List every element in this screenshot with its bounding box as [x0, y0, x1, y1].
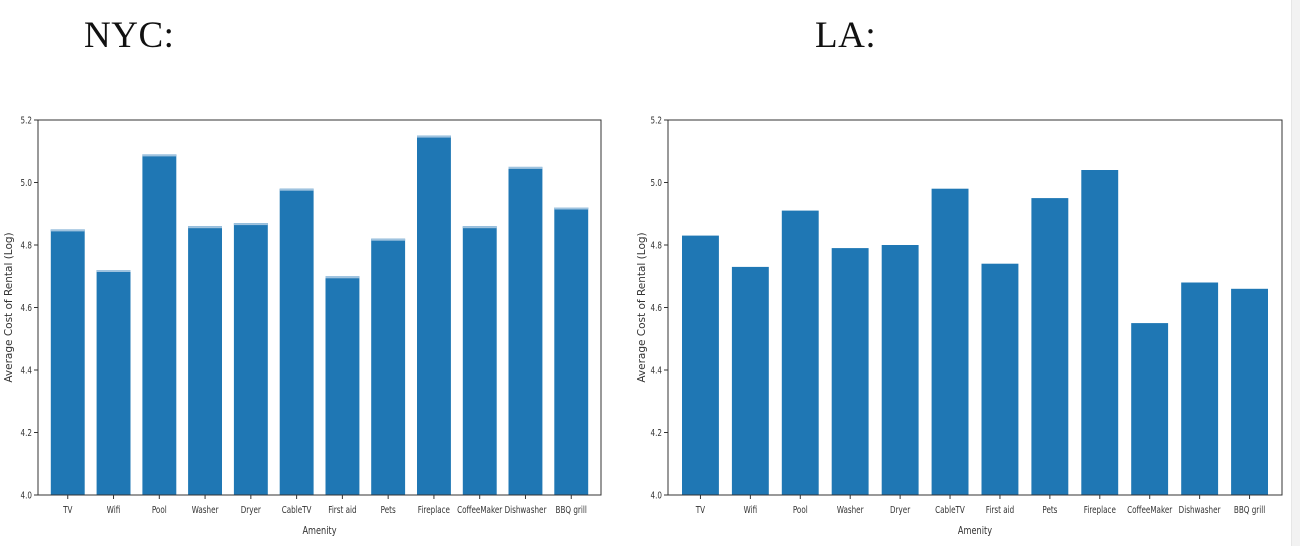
- la-x-tick-label: Pool: [793, 505, 808, 516]
- nyc-x-tick-label: First aid: [328, 505, 356, 516]
- nyc-bar-cap: [462, 226, 497, 229]
- nyc-y-tick-label: 4.0: [21, 490, 32, 501]
- nyc-x-tick-label: TV: [62, 505, 72, 516]
- la-bar-pets: [1031, 198, 1069, 495]
- la-x-tick-label: Washer: [837, 505, 864, 516]
- nyc-bar-cap: [325, 276, 360, 279]
- nyc-bar-chart: TV Wifi Pool Washer Dryer CableTV First aid Pet…: [3, 115, 602, 537]
- nyc-bar-cabletv: [279, 188, 314, 495]
- nyc-bar-pool: [142, 154, 177, 495]
- la-bar-bbq-grill: [1231, 288, 1268, 496]
- la-x-tick-label: BBQ grill: [1234, 505, 1265, 516]
- la-bar-cabletv: [931, 188, 969, 495]
- nyc-x-tick-label: Dishwasher: [505, 505, 547, 516]
- la-heading: LA:: [815, 15, 877, 56]
- la-x-axis-title: Amenity: [958, 525, 992, 537]
- la-x-tick-label: TV: [695, 505, 705, 516]
- nyc-bar-first-aid: [325, 276, 360, 496]
- nyc-x-tick-label: Pets: [381, 505, 396, 516]
- la-x-tick-label: Fireplace: [1084, 505, 1116, 516]
- nyc-x-tick-label: CableTV: [282, 505, 312, 516]
- nyc-x-axis-title: Amenity: [302, 525, 336, 537]
- la-y-tick-label: 5.0: [651, 178, 662, 189]
- nyc-x-tick-label: Dryer: [241, 505, 261, 516]
- la-x-tick-label: Dryer: [890, 505, 910, 516]
- nyc-x-tick-label: Wifi: [107, 505, 120, 516]
- nyc-y-tick-label: 4.8: [21, 240, 32, 251]
- la-y-tick-label: 4.8: [651, 240, 662, 251]
- nyc-y-tick-label: 5.2: [21, 115, 32, 126]
- nyc-bar-wifi: [96, 270, 131, 495]
- nyc-x-tick-label: Pool: [152, 505, 167, 516]
- nyc-bar-coffeemaker: [462, 226, 497, 495]
- nyc-bar-cap: [371, 238, 406, 241]
- nyc-bar-cap: [233, 223, 268, 226]
- la-x-tick-label: Pets: [1042, 505, 1057, 516]
- la-bar-dishwasher: [1181, 282, 1219, 495]
- nyc-x-tick-label: BBQ grill: [556, 505, 587, 516]
- la-x-tick-label: CableTV: [935, 505, 965, 516]
- la-bar-tv: [682, 235, 719, 495]
- la-plot-frame: [667, 119, 1283, 496]
- nyc-bar-cap: [96, 270, 131, 272]
- nyc-y-tick-label: 4.2: [21, 428, 32, 439]
- la-bar-pool: [781, 210, 819, 495]
- la-y-tick-label: 4.2: [651, 428, 662, 439]
- nyc-bar-cap: [188, 226, 222, 229]
- la-bar-wifi: [731, 266, 769, 495]
- la-x-tick-label: Dishwasher: [1179, 505, 1221, 516]
- nyc-bar-cap: [417, 135, 451, 138]
- nyc-bar-washer: [188, 226, 222, 495]
- nyc-y-tick-label: 5.0: [21, 178, 32, 189]
- la-bar-fireplace: [1081, 170, 1119, 495]
- la-bar-dryer: [881, 245, 919, 495]
- la-y-tick-label: 4.0: [651, 490, 662, 501]
- nyc-bar-dishwasher: [508, 166, 543, 495]
- la-x-tick-label: Wifi: [744, 505, 757, 516]
- nyc-y-tick-label: 4.6: [21, 303, 32, 314]
- nyc-y-tick-label: 4.4: [21, 365, 33, 376]
- nyc-x-tick-label: Washer: [192, 505, 219, 516]
- nyc-bar-bbq-grill: [554, 207, 589, 495]
- nyc-bar-fireplace: [417, 135, 451, 495]
- nyc-bar-cap: [554, 207, 589, 210]
- la-x-tick-label: CoffeeMaker: [1127, 505, 1172, 516]
- nyc-plot-frame: [37, 119, 602, 496]
- la-bar-washer: [831, 248, 869, 495]
- nyc-bar-cap: [50, 229, 85, 232]
- nyc-x-tick-label: Fireplace: [418, 505, 450, 516]
- nyc-x-tick-label: CoffeeMaker: [457, 505, 502, 516]
- la-y-tick-label: 4.4: [651, 365, 663, 376]
- la-x-tick-label: First aid: [986, 505, 1014, 516]
- la-y-tick-label: 4.6: [651, 303, 662, 314]
- nyc-heading: NYC:: [84, 15, 175, 56]
- nyc-bar-cap: [279, 188, 314, 191]
- la-bar-coffeemaker: [1131, 323, 1169, 495]
- la-y-axis-title: Average Cost of Rental (Log): [636, 232, 648, 382]
- nyc-bar-cap: [508, 166, 543, 169]
- nyc-y-axis-title: Average Cost of Rental (Log): [3, 232, 15, 382]
- la-bar-first-aid: [981, 263, 1019, 495]
- nyc-bar-cap: [142, 154, 177, 157]
- nyc-bar-pets: [371, 238, 406, 495]
- nyc-bar-tv: [50, 229, 85, 495]
- la-bar-chart: TV Wifi Pool Washer Dryer CableTV First aid Pet…: [636, 115, 1283, 537]
- la-y-tick-label: 5.2: [651, 115, 662, 126]
- scrollbar-track[interactable]: [1291, 0, 1300, 546]
- nyc-bar-dryer: [233, 223, 268, 495]
